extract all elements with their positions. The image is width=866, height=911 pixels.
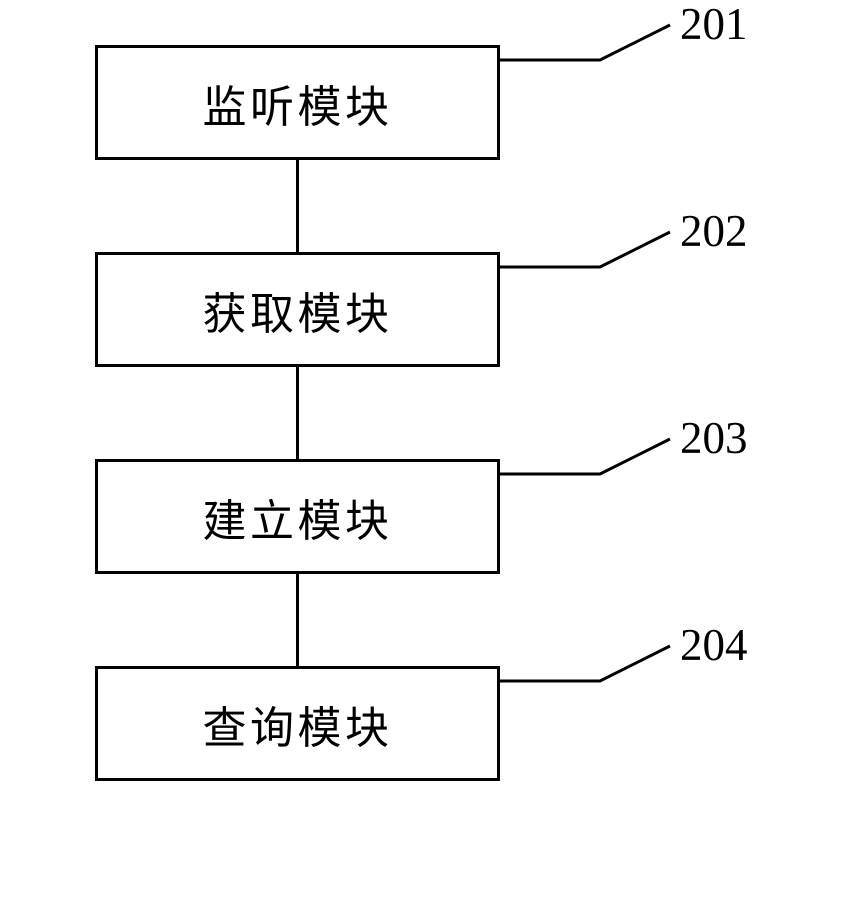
- flowchart-node-label: 监听模块: [202, 71, 392, 135]
- callout-number: 203: [680, 412, 748, 464]
- flowchart-node: 监听模块: [95, 45, 500, 160]
- callout-line: [500, 641, 680, 701]
- flowchart-connector: [296, 160, 299, 252]
- diagram-canvas: 监听模块 201 获取模块 202 建立模块 203 查询模块 204: [0, 0, 866, 911]
- flowchart-node: 查询模块: [95, 666, 500, 781]
- flowchart-connector: [296, 574, 299, 666]
- flowchart-connector: [296, 367, 299, 459]
- flowchart-node: 建立模块: [95, 459, 500, 574]
- flowchart-node: 获取模块: [95, 252, 500, 367]
- flowchart-node-label: 查询模块: [202, 692, 392, 756]
- flowchart-node-label: 获取模块: [202, 278, 392, 342]
- callout-number: 204: [680, 619, 748, 671]
- callout-line: [500, 227, 680, 287]
- callout-number: 201: [680, 0, 748, 50]
- callout-number: 202: [680, 205, 748, 257]
- callout-line: [500, 20, 680, 80]
- callout-line: [500, 434, 680, 494]
- flowchart-node-label: 建立模块: [202, 485, 392, 549]
